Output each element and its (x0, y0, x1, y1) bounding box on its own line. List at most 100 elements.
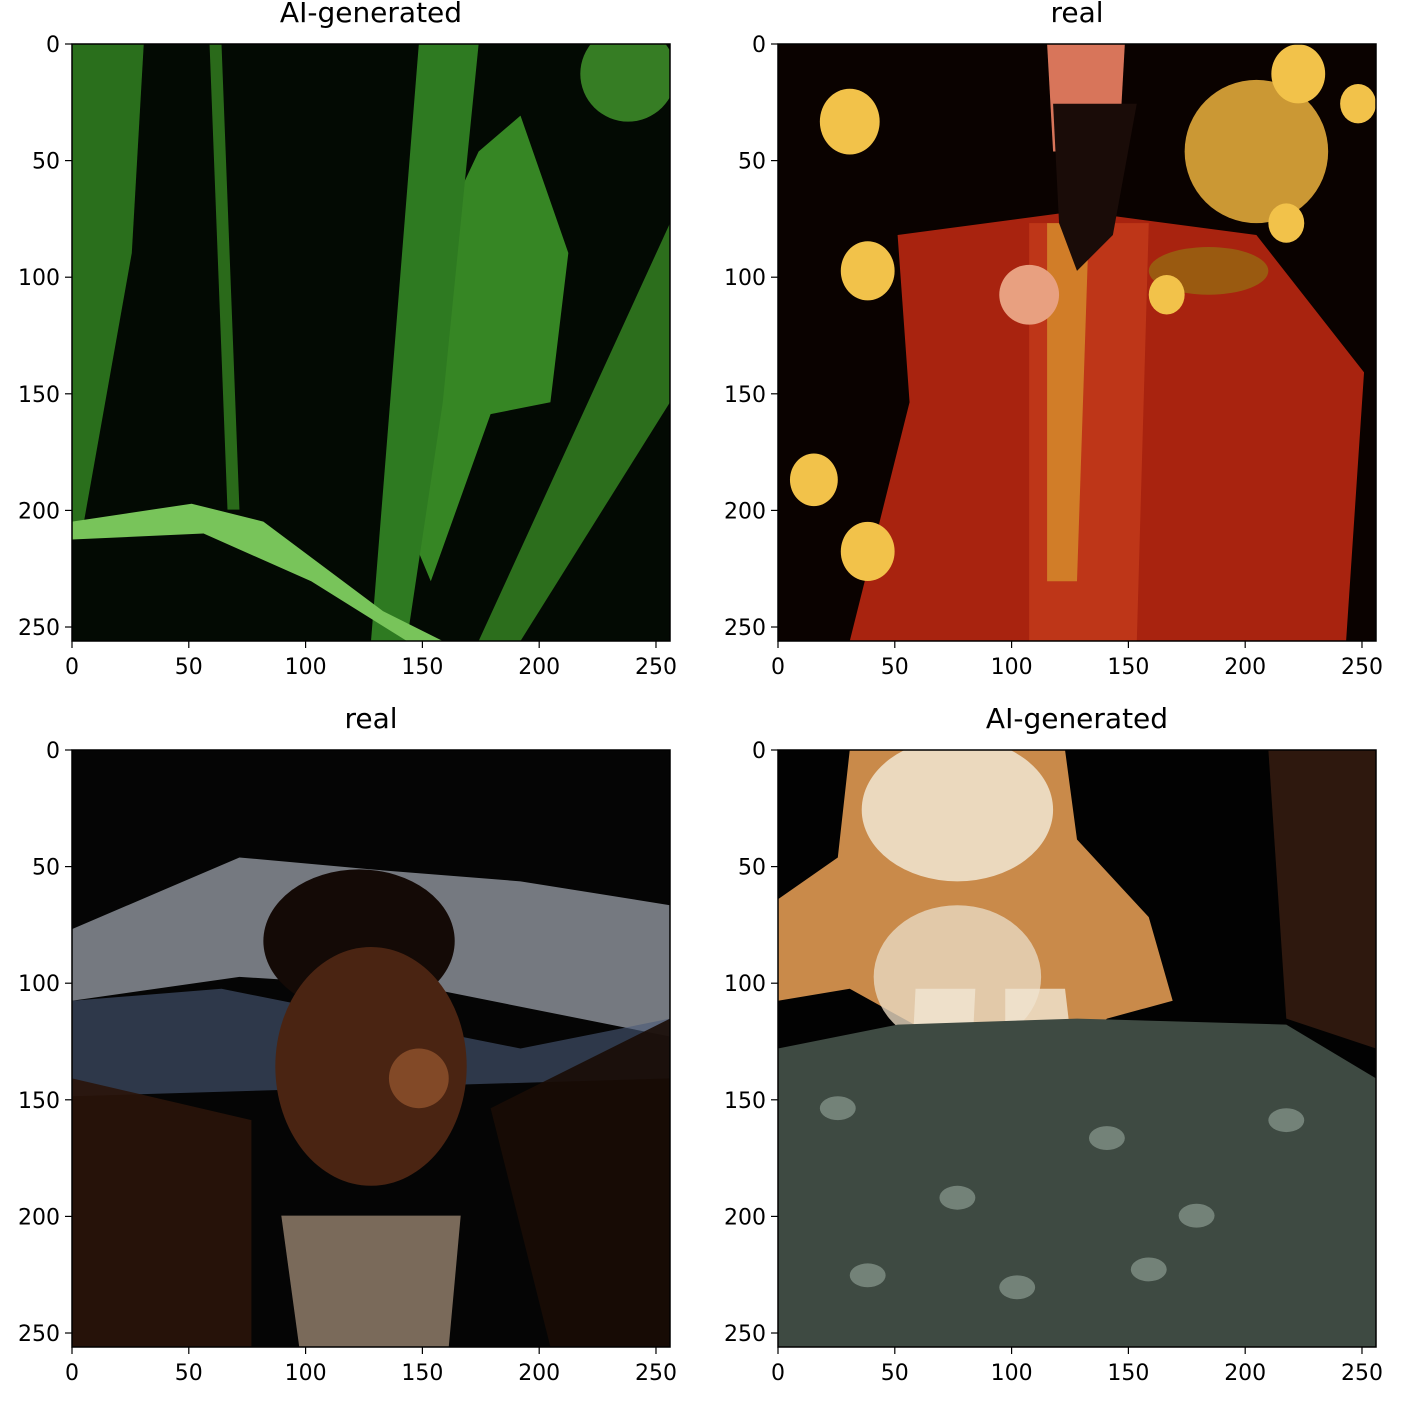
coin (1340, 83, 1376, 124)
beard-shape (281, 1215, 461, 1347)
axes-frame (71, 749, 671, 1348)
leaf-shape (72, 503, 443, 641)
x-tick-label: 100 (285, 655, 327, 680)
y-tick-label: 50 (32, 150, 60, 175)
lioness-head (861, 750, 1054, 882)
coin (1148, 275, 1185, 315)
coin (840, 521, 895, 582)
subplot-title: AI-generated (279, 0, 463, 29)
image-area (778, 44, 1376, 641)
y-tick-label: 150 (724, 383, 766, 408)
coin (819, 88, 880, 155)
y-tick-label: 150 (18, 1089, 60, 1114)
y-tick-label: 100 (724, 266, 766, 291)
y-tick-label: 100 (724, 972, 766, 997)
x-tick-label: 100 (991, 655, 1033, 680)
y-tick-label: 50 (738, 150, 766, 175)
y-tick-label: 150 (18, 383, 60, 408)
x-tick-label: 0 (771, 1361, 785, 1386)
subplot-0: AI-generated 0 50 100 150 200 250 0 50 100 150 200… (0, 0, 700, 700)
x-tick-label: 50 (881, 1361, 909, 1386)
rock-speck (1130, 1257, 1167, 1282)
image-background (72, 44, 670, 641)
x-tick-label: 0 (771, 655, 785, 680)
cheek-light (388, 1048, 449, 1109)
beard-shape (1053, 103, 1137, 271)
x-tick-label: 150 (1107, 1361, 1149, 1386)
x-tick-label: 200 (1224, 1361, 1266, 1386)
x-tick-label: 0 (65, 655, 79, 680)
leaf-shape (72, 44, 144, 534)
y-tick-label: 0 (46, 739, 60, 764)
subplot-title: AI-generated (985, 702, 1169, 735)
subplot-title: real (344, 702, 398, 735)
image-area (778, 750, 1376, 1347)
coin (1271, 44, 1326, 104)
x-tick-label: 100 (991, 1361, 1033, 1386)
y-tick-label: 100 (18, 266, 60, 291)
rock-speck (999, 1275, 1036, 1300)
background-shape (1268, 750, 1376, 1049)
x-tick-label: 250 (1341, 1361, 1383, 1386)
rock-speck (1178, 1203, 1215, 1228)
subplot-3: AI-generated 0 50 100 150 200 250 0 50 100 150 200… (706, 702, 1406, 1406)
x-tick-label: 150 (401, 655, 443, 680)
hill-shape (490, 1018, 670, 1347)
rock-speck (819, 1096, 856, 1121)
rock-speck (1088, 1126, 1125, 1150)
leaf-shape (209, 44, 240, 510)
leaf-blob (580, 44, 670, 122)
y-tick-label: 50 (32, 856, 60, 881)
subplot-2: real 0 50 100 150 200 250 0 50 100 150 200 250 (0, 702, 700, 1406)
x-tick-label: 250 (1341, 655, 1383, 680)
leaf-shape (478, 223, 670, 641)
axes-frame (71, 43, 671, 642)
y-tick-label: 0 (752, 739, 766, 764)
y-tick-label: 100 (18, 972, 60, 997)
y-tick-label: 250 (724, 1322, 766, 1347)
y-tick-label: 200 (18, 499, 60, 524)
x-tick-label: 50 (175, 1361, 203, 1386)
coin (1268, 203, 1305, 243)
x-tick-label: 0 (65, 1361, 79, 1386)
y-tick-label: 250 (724, 616, 766, 641)
subplot-1: real 0 50 100 150 200 250 0 50 100 150 200 250 (706, 0, 1406, 700)
coin (840, 241, 895, 301)
rock-shape (778, 1018, 1376, 1347)
y-tick-label: 250 (18, 616, 60, 641)
rock-speck (849, 1263, 886, 1288)
rock-speck (939, 1185, 976, 1210)
x-tick-label: 50 (175, 655, 203, 680)
image-area (72, 44, 670, 641)
gold-pile (1184, 79, 1329, 224)
x-tick-label: 200 (518, 1361, 560, 1386)
x-tick-label: 150 (1107, 655, 1149, 680)
face-shape (275, 947, 467, 1186)
x-tick-label: 250 (635, 655, 677, 680)
y-tick-label: 250 (18, 1322, 60, 1347)
y-tick-label: 50 (738, 856, 766, 881)
y-tick-label: 200 (18, 1205, 60, 1230)
hand-shape (999, 264, 1060, 325)
y-tick-label: 200 (724, 499, 766, 524)
rock-speck (1268, 1108, 1305, 1133)
axes-frame (777, 749, 1377, 1348)
leaf-shape (371, 44, 479, 641)
subplot-title: real (1050, 0, 1104, 29)
x-tick-label: 250 (635, 1361, 677, 1386)
x-tick-label: 50 (881, 655, 909, 680)
image-area (72, 750, 670, 1347)
coin (789, 453, 838, 507)
x-tick-label: 200 (518, 655, 560, 680)
x-tick-label: 150 (401, 1361, 443, 1386)
x-tick-label: 100 (285, 1361, 327, 1386)
y-tick-label: 150 (724, 1089, 766, 1114)
x-tick-label: 200 (1224, 655, 1266, 680)
y-tick-label: 0 (46, 33, 60, 58)
axes-frame (777, 43, 1377, 642)
robe-shape (1047, 223, 1089, 582)
